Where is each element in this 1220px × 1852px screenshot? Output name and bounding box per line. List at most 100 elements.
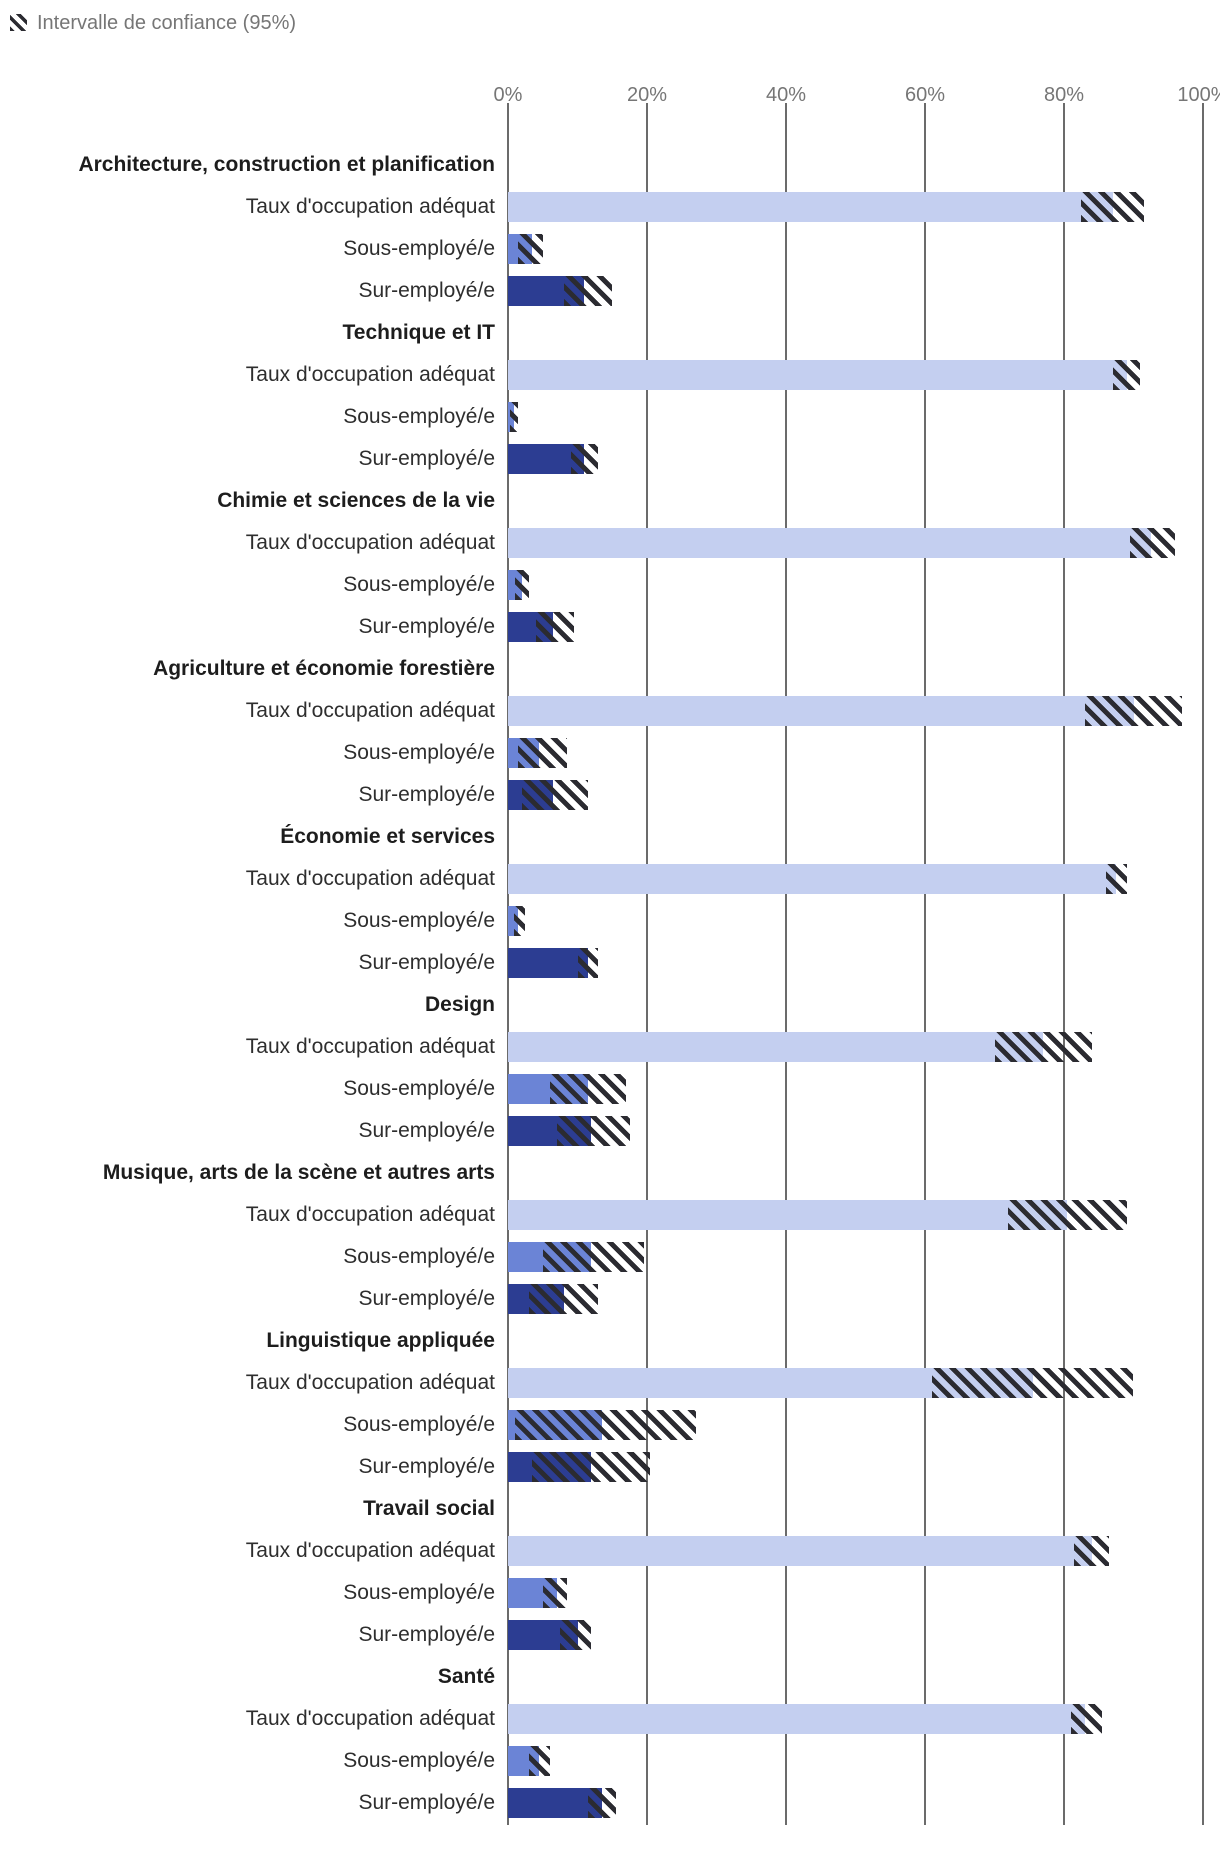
bar-row-label: Sur-employé/e xyxy=(358,783,495,806)
bar-row-label: Sous-employé/e xyxy=(343,909,495,932)
bar-row-label: Sur-employé/e xyxy=(358,1791,495,1814)
confidence-interval-hatch xyxy=(570,444,599,474)
bar-adequate xyxy=(508,1032,1044,1062)
gridline xyxy=(1202,118,1204,1825)
confidence-interval-hatch xyxy=(528,1284,599,1314)
confidence-interval-hatch xyxy=(563,276,613,306)
bar-row-label: Taux d'occupation adéquat xyxy=(245,867,495,890)
confidence-interval-hatch xyxy=(514,1410,696,1440)
bar-row-label: Sous-employé/e xyxy=(343,1077,495,1100)
x-axis-tick-label: 60% xyxy=(904,84,946,106)
confidence-interval-hatch xyxy=(542,1578,568,1608)
bar-row-label: Taux d'occupation adéquat xyxy=(245,531,495,554)
gridline xyxy=(1063,118,1065,1825)
bar-row-label: Sur-employé/e xyxy=(358,1119,495,1142)
group-header-label: Travail social xyxy=(363,1497,495,1520)
gridline xyxy=(924,118,926,1825)
group-header-label: Musique, arts de la scène et autres arts xyxy=(102,1161,495,1184)
confidence-interval-hatch xyxy=(1008,1200,1127,1230)
confidence-interval-hatch xyxy=(521,780,588,810)
bar-adequate xyxy=(508,528,1151,558)
group-header-label: Agriculture et économie forestière xyxy=(153,657,495,680)
bar-row-label: Sur-employé/e xyxy=(358,951,495,974)
bar-row-label: Sous-employé/e xyxy=(343,405,495,428)
bar-adequate xyxy=(508,360,1127,390)
plot-area xyxy=(507,118,1204,1825)
gridline xyxy=(646,118,648,1825)
legend-label: Intervalle de confiance (95%) xyxy=(37,12,297,34)
confidence-interval-hatch xyxy=(518,738,568,768)
confidence-interval-hatch xyxy=(549,1074,627,1104)
bar-under xyxy=(508,906,519,936)
confidence-interval-hatch xyxy=(513,906,526,936)
bar-row-label: Sur-employé/e xyxy=(358,1623,495,1646)
bar-row-label: Taux d'occupation adéquat xyxy=(245,195,495,218)
confidence-interval-hatch xyxy=(994,1032,1092,1062)
confidence-interval-hatch xyxy=(528,1746,550,1776)
confidence-interval-hatch xyxy=(1112,360,1141,390)
x-axis-tick-mark xyxy=(1202,103,1204,118)
group-header-label: Économie et services xyxy=(280,825,495,848)
bar-row-label: Sous-employé/e xyxy=(343,1581,495,1604)
bar-row-label: Sur-employé/e xyxy=(358,1455,495,1478)
group-header-label: Linguistique appliquée xyxy=(266,1329,495,1352)
x-axis-tick-mark xyxy=(785,103,787,118)
confidence-interval-hatch xyxy=(510,402,519,432)
bar-row-label: Taux d'occupation adéquat xyxy=(245,1707,495,1730)
confidence-interval-hatch xyxy=(535,612,575,642)
bar-row-label: Sous-employé/e xyxy=(343,573,495,596)
bar-row-label: Sur-employé/e xyxy=(358,1287,495,1310)
bar-row-label: Sous-employé/e xyxy=(343,1245,495,1268)
confidence-interval-hatch xyxy=(518,234,543,264)
bar-adequate xyxy=(508,864,1117,894)
bar-adequate xyxy=(508,1536,1092,1566)
bar-row-label: Sous-employé/e xyxy=(343,237,495,260)
x-axis-tick-label: 100% xyxy=(1177,84,1220,106)
confidence-interval-hatch xyxy=(560,1620,592,1650)
x-axis-tick-mark xyxy=(507,103,509,118)
x-axis-tick-mark xyxy=(924,103,926,118)
bar-row-label: Sur-employé/e xyxy=(358,447,495,470)
group-header-label: Santé xyxy=(437,1665,495,1688)
group-header-label: Technique et IT xyxy=(342,321,495,344)
bar-row-label: Taux d'occupation adéquat xyxy=(245,1539,495,1562)
confidence-interval-hatch xyxy=(1130,528,1176,558)
confidence-interval-hatch xyxy=(587,1788,616,1818)
bar-adequate xyxy=(508,1704,1085,1734)
x-axis-tick-mark xyxy=(646,103,648,118)
bar-row-label: Sur-employé/e xyxy=(358,279,495,302)
group-header-label: Architecture, construction et planificat… xyxy=(78,153,495,176)
group-header-label: Chimie et sciences de la vie xyxy=(217,489,495,512)
bar-row-label: Taux d'occupation adéquat xyxy=(245,1035,495,1058)
bar-row-label: Sous-employé/e xyxy=(343,741,495,764)
confidence-interval-hatch xyxy=(1074,1536,1110,1566)
bar-row-label: Sous-employé/e xyxy=(343,1413,495,1436)
confidence-interval-hatch xyxy=(542,1242,644,1272)
group-header-label: Design xyxy=(424,993,495,1016)
confidence-interval-hatch xyxy=(1105,864,1127,894)
confidence-interval-hatch xyxy=(514,570,529,600)
bar-row-label: Taux d'occupation adéquat xyxy=(245,1371,495,1394)
confidence-interval-hatch xyxy=(556,1116,630,1146)
x-axis-tick-label: 0% xyxy=(493,84,523,106)
bar-row-label: Taux d'occupation adéquat xyxy=(245,699,495,722)
bar-row-label: Sur-employé/e xyxy=(358,615,495,638)
bar-adequate xyxy=(508,1200,1068,1230)
confidence-interval-hatch-icon xyxy=(10,14,27,31)
bar-adequate xyxy=(508,192,1113,222)
confidence-interval-hatch xyxy=(931,1368,1134,1398)
confidence-interval-hatch xyxy=(1084,696,1183,726)
gridline xyxy=(785,118,787,1825)
x-axis-tick-mark xyxy=(1063,103,1065,118)
bar-adequate xyxy=(508,696,1134,726)
x-axis-tick-label: 40% xyxy=(765,84,807,106)
bar-over xyxy=(508,948,588,978)
x-axis-tick-label: 80% xyxy=(1043,84,1085,106)
confidence-interval-hatch xyxy=(1081,192,1144,222)
confidence-interval-hatch xyxy=(1070,1704,1103,1734)
bar-row-label: Taux d'occupation adéquat xyxy=(245,363,495,386)
x-axis-tick-label: 20% xyxy=(626,84,668,106)
bar-row-label: Taux d'occupation adéquat xyxy=(245,1203,495,1226)
bar-row-label: Sous-employé/e xyxy=(343,1749,495,1772)
